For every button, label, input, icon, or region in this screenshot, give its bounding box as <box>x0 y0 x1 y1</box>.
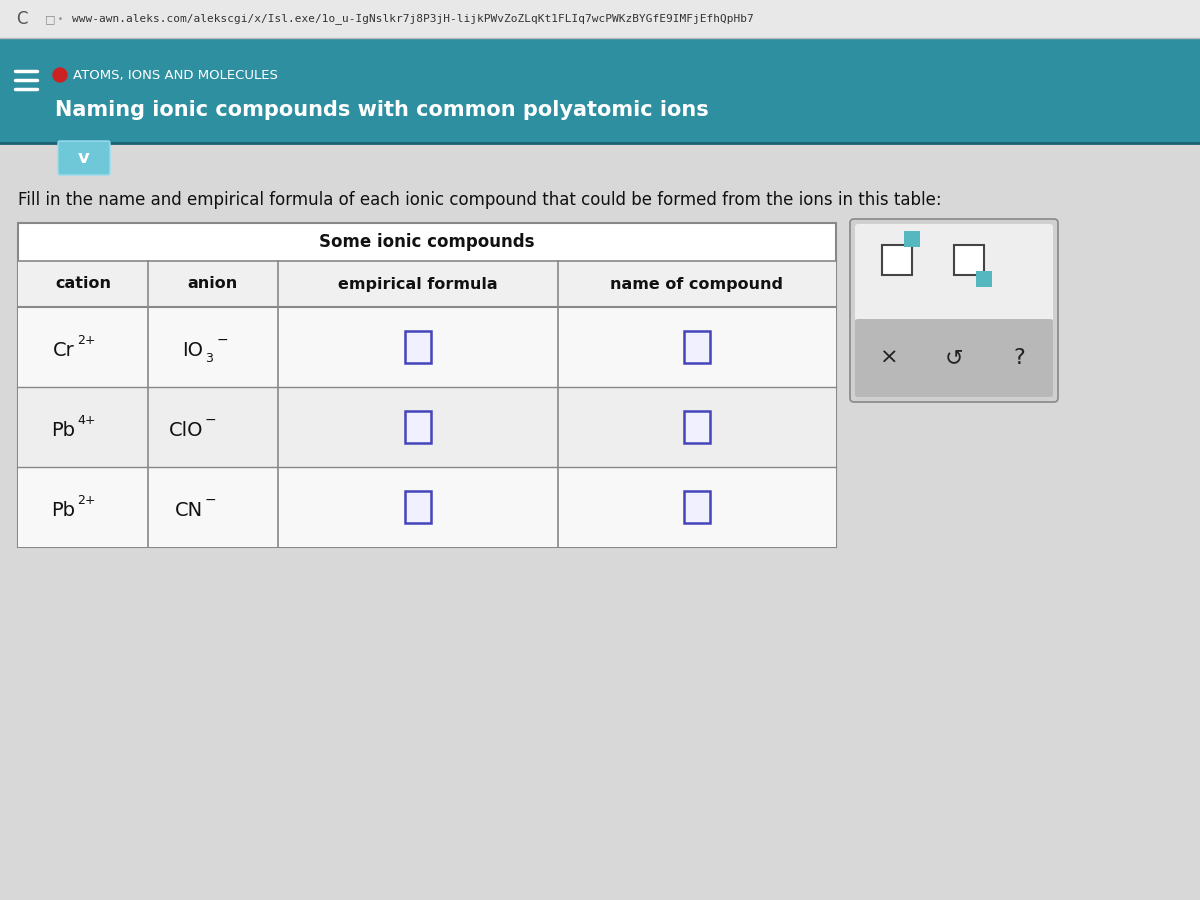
Text: C: C <box>17 10 28 28</box>
Bar <box>18 387 836 467</box>
Text: ClO: ClO <box>168 420 203 439</box>
Bar <box>684 331 710 363</box>
Text: ?: ? <box>1013 348 1025 368</box>
Text: 2+: 2+ <box>77 493 96 507</box>
Bar <box>954 245 984 275</box>
Text: 3: 3 <box>205 352 212 365</box>
Bar <box>406 331 431 363</box>
Bar <box>406 491 431 523</box>
Bar <box>18 261 836 307</box>
Text: Some ionic compounds: Some ionic compounds <box>319 233 535 251</box>
Bar <box>18 223 836 547</box>
Text: v: v <box>78 149 90 167</box>
FancyBboxPatch shape <box>58 141 110 175</box>
Bar <box>406 411 431 443</box>
Text: •: • <box>58 15 62 24</box>
FancyBboxPatch shape <box>854 319 1054 397</box>
Bar <box>684 411 710 443</box>
Bar <box>904 231 920 247</box>
Text: Fill in the name and empirical formula of each ionic compound that could be form: Fill in the name and empirical formula o… <box>18 191 942 209</box>
Text: anion: anion <box>188 276 238 292</box>
Text: ATOMS, IONS AND MOLECULES: ATOMS, IONS AND MOLECULES <box>73 68 278 82</box>
FancyBboxPatch shape <box>850 219 1058 402</box>
Bar <box>0 0 1200 38</box>
Text: ×: × <box>880 348 899 368</box>
Text: IO: IO <box>182 340 203 359</box>
Bar <box>882 245 912 275</box>
Circle shape <box>53 68 67 82</box>
Text: −: − <box>217 333 229 347</box>
Bar <box>18 307 836 387</box>
Text: Pb: Pb <box>50 420 74 439</box>
Text: name of compound: name of compound <box>611 276 784 292</box>
Text: Cr: Cr <box>53 340 74 359</box>
Text: empirical formula: empirical formula <box>338 276 498 292</box>
Text: CN: CN <box>175 500 203 519</box>
Text: www-awn.aleks.com/alekscgi/x/Isl.exe/1o_u-IgNslkr7j8P3jH-lijkPWvZoZLqKt1FLIq7wcP: www-awn.aleks.com/alekscgi/x/Isl.exe/1o_… <box>72 14 754 24</box>
Text: cation: cation <box>55 276 112 292</box>
Bar <box>976 271 992 287</box>
Text: Naming ionic compounds with common polyatomic ions: Naming ionic compounds with common polya… <box>55 100 709 120</box>
Text: □: □ <box>44 14 55 24</box>
Text: Pb: Pb <box>50 500 74 519</box>
FancyBboxPatch shape <box>854 224 1054 321</box>
Text: −: − <box>205 493 217 507</box>
Bar <box>18 467 836 547</box>
Text: 4+: 4+ <box>77 413 96 427</box>
Bar <box>684 491 710 523</box>
Text: −: − <box>205 413 217 427</box>
Text: ↺: ↺ <box>944 348 964 368</box>
Bar <box>0 38 1200 143</box>
Bar <box>0 173 1200 900</box>
Text: 2+: 2+ <box>77 334 96 346</box>
